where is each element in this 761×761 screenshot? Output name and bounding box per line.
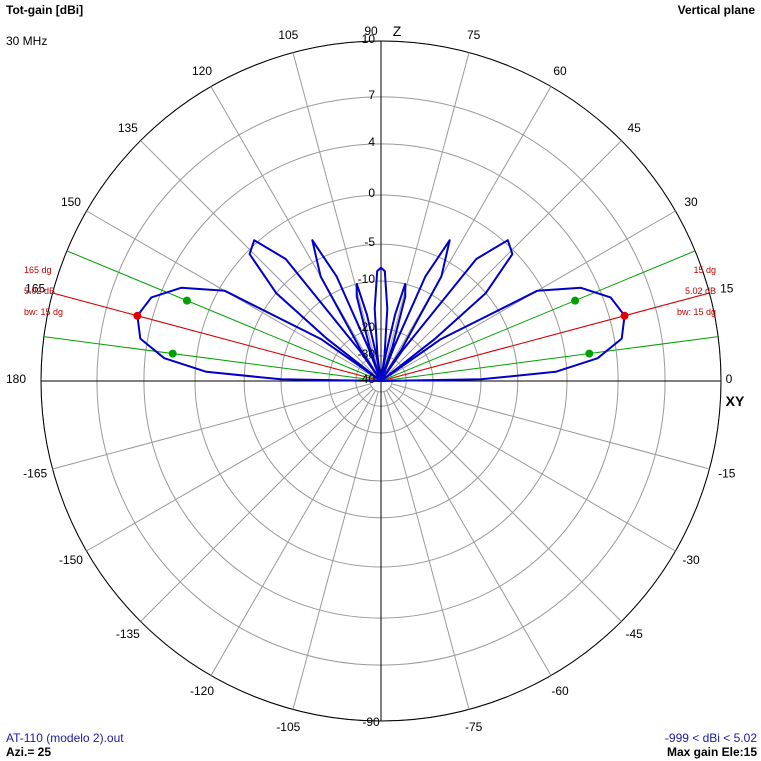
radial-tick-label: 4 (368, 135, 375, 149)
radial-tick-label: -40 (358, 372, 376, 386)
gain-title: Tot-gain [dBi] (6, 3, 84, 17)
angle-tick-label: 120 (192, 64, 212, 78)
angle-tick-label: 30 (684, 195, 698, 209)
radial-tick-label: -5 (364, 235, 375, 249)
angle-tick-label: -30 (682, 553, 700, 567)
angle-tick-label: -135 (116, 627, 140, 641)
radial-tick-label: 7 (368, 88, 375, 102)
azimuth-label: Azi.= 25 (6, 745, 52, 759)
angle-tick-label: 135 (118, 121, 138, 135)
angle-tick-label: 165 (25, 281, 45, 295)
grid-spoke (391, 383, 710, 470)
right-annotation: bw: 15 dg (677, 307, 716, 317)
angle-tick-label: -15 (718, 467, 736, 481)
angle-tick-label: 60 (553, 64, 567, 78)
frequency-label: 30 MHz (6, 34, 48, 48)
angle-tick-label: 150 (61, 195, 81, 209)
right-annotation: 5.02 dB (685, 286, 716, 296)
beamwidth-line (380, 250, 696, 382)
left-annotation: 165 dg (24, 265, 52, 275)
grid-spoke (386, 86, 552, 372)
grid-spoke (292, 52, 379, 371)
beamwidth-line (43, 336, 382, 382)
angle-tick-label: 45 (627, 121, 641, 135)
radial-tick-label: 0 (368, 186, 375, 200)
angle-tick-label: -90 (362, 715, 380, 729)
plot-labels: 0153045607590105120135150165180-165-150-… (6, 23, 745, 734)
beamwidth-line (380, 336, 719, 382)
grid-spoke (292, 391, 379, 710)
angle-tick-label: -75 (465, 720, 483, 734)
radial-tick-label: -30 (358, 347, 376, 361)
radial-tick-label: 10 (362, 32, 376, 46)
max-gain-direction-line (380, 292, 710, 382)
beamwidth-marker (182, 296, 191, 305)
radial-tick-label: -10 (358, 272, 376, 286)
angle-tick-label: 15 (720, 281, 734, 295)
grid-spoke (383, 52, 470, 371)
gain-range-label: -999 < dBi < 5.02 (664, 731, 757, 745)
beamwidth-line (66, 250, 382, 382)
max-gain-direction-line (52, 292, 382, 382)
angle-tick-label: 0 (726, 372, 733, 386)
beamwidth-marker (585, 349, 594, 358)
radial-tick-label: -20 (358, 320, 376, 334)
xy-axis-label: XY (726, 393, 745, 409)
right-annotation: 15 dg (693, 265, 716, 275)
max-gain-marker (133, 311, 142, 320)
angle-tick-label: 75 (467, 28, 481, 42)
left-annotation: bw: 15 dg (24, 307, 63, 317)
angle-tick-label: -165 (23, 467, 47, 481)
left-annotation: 5.02 dB (24, 286, 55, 296)
max-gain-label: Max gain Ele:15 (666, 745, 757, 759)
max-gain-marker (620, 311, 629, 320)
angle-tick-label: -150 (59, 553, 83, 567)
grid-spoke (386, 390, 552, 676)
grid-spoke (383, 391, 470, 710)
grid-spoke (210, 86, 376, 372)
grid-spoke (86, 386, 372, 552)
angle-tick-label: 90 (364, 24, 378, 38)
grid-spoke (140, 388, 374, 622)
angle-tick-label: 105 (278, 28, 298, 42)
angle-tick-label: 180 (6, 372, 26, 386)
angle-tick-label: -60 (551, 684, 569, 698)
pattern-trace (136, 239, 626, 382)
file-name-label: AT-110 (modelo 2).out (6, 731, 124, 745)
angle-tick-label: -45 (625, 627, 643, 641)
grid-spoke (210, 390, 376, 676)
angle-tick-label: -105 (276, 720, 300, 734)
grid-spoke (140, 140, 374, 374)
beamwidth-marker (571, 296, 580, 305)
pattern-markers (133, 296, 629, 358)
z-axis-label: Z (393, 23, 402, 39)
grid-spoke (390, 386, 676, 552)
grid-spoke (52, 383, 371, 470)
plane-title: Vertical plane (677, 3, 755, 17)
angle-tick-label: -120 (190, 684, 214, 698)
grid-spoke (388, 140, 622, 374)
radiation-pattern (136, 239, 626, 382)
beamwidth-marker (168, 349, 177, 358)
beam-guide-lines (43, 250, 719, 382)
grid-spoke (388, 388, 622, 622)
